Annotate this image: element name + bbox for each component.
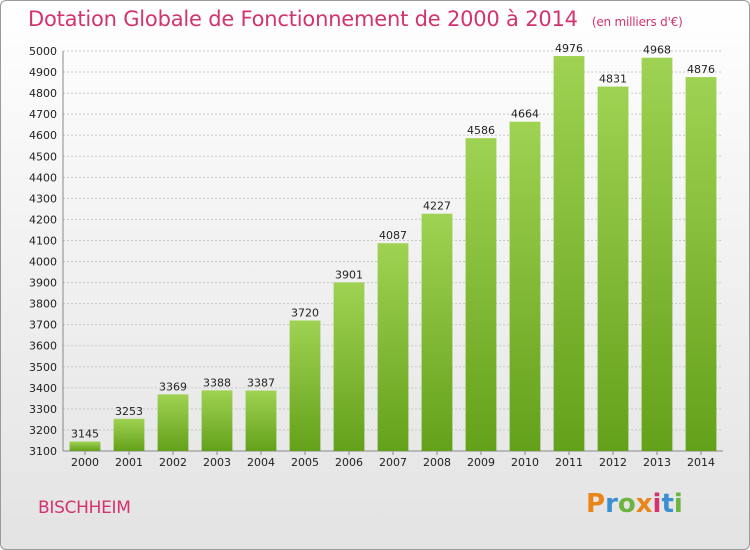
bar-2007 — [377, 243, 409, 451]
value-label-2008: 4227 — [423, 200, 451, 213]
value-label-2002: 3369 — [159, 380, 187, 393]
bar-2010 — [509, 121, 541, 451]
bar-2011 — [553, 56, 585, 451]
y-tick-label: 4100 — [29, 234, 57, 247]
x-tick-label-2000: 2000 — [71, 456, 99, 469]
y-tick-label: 4500 — [29, 150, 57, 163]
x-tick-label-2006: 2006 — [335, 456, 363, 469]
x-tick-label-2007: 2007 — [379, 456, 407, 469]
logo-letter: r — [605, 489, 618, 519]
x-tick-label-2011: 2011 — [555, 456, 583, 469]
x-tick-label-2001: 2001 — [115, 456, 143, 469]
y-tick-label: 4800 — [29, 87, 57, 100]
value-labels: 3145 3253 3369 3388 3387 3720 3901 4087 4227 4586… — [71, 42, 715, 440]
y-tick-label: 3500 — [29, 361, 57, 374]
y-tick-label: 4900 — [29, 66, 57, 79]
bar-2012 — [597, 86, 629, 451]
y-tick-label: 3200 — [29, 424, 57, 437]
chart-title: Dotation Globale de Fonctionnement de 20… — [28, 7, 683, 31]
bar-2009 — [465, 138, 497, 451]
x-tick-label-2009: 2009 — [467, 456, 495, 469]
value-label-2005: 3720 — [291, 306, 319, 319]
y-axis: 3100 3200 3300 3400 3500 3600 3700 3800 3900 4000… — [29, 45, 723, 458]
commune-name: BISCHHEIM — [38, 498, 131, 518]
x-tick-label-2003: 2003 — [203, 456, 231, 469]
value-label-2003: 3388 — [203, 376, 231, 389]
value-label-2004: 3387 — [247, 377, 275, 390]
x-tick-label-2005: 2005 — [291, 456, 319, 469]
bars — [69, 56, 717, 452]
y-tick-label: 3100 — [29, 445, 57, 458]
value-label-2001: 3253 — [115, 405, 143, 418]
value-label-2006: 3901 — [335, 268, 363, 281]
logo-letter: x — [635, 489, 653, 519]
y-tick-label: 4300 — [29, 192, 57, 205]
y-tick-label: 3700 — [29, 319, 57, 332]
logo-letter: o — [617, 489, 636, 519]
proxiti-logo[interactable]: Proxiti — [586, 489, 683, 519]
value-label-2010: 4664 — [511, 108, 539, 121]
value-label-2011: 4976 — [555, 42, 583, 55]
y-tick-label: 4400 — [29, 171, 57, 184]
y-tick-label: 3600 — [29, 340, 57, 353]
bar-2013 — [641, 57, 673, 451]
value-label-2013: 4968 — [643, 44, 671, 57]
y-tick-label: 4000 — [29, 256, 57, 269]
bar-2008 — [421, 213, 453, 451]
logo-letter: t — [661, 489, 674, 519]
bar-2002 — [157, 394, 189, 451]
value-label-2000: 3145 — [71, 428, 99, 441]
chart-subtitle: (en milliers d'€) — [591, 15, 683, 29]
x-axis: 2000 2001 2002 2003 2004 2005 2006 2007 2008 2009… — [71, 451, 715, 469]
y-tick-label: 3300 — [29, 403, 57, 416]
x-tick-label-2002: 2002 — [159, 456, 187, 469]
value-label-2012: 4831 — [599, 73, 627, 86]
y-tick-label: 3400 — [29, 382, 57, 395]
bar-2000 — [69, 441, 101, 451]
y-tick-label: 4700 — [29, 108, 57, 121]
x-tick-label-2008: 2008 — [423, 456, 451, 469]
title-text: Dotation Globale de Fonctionnement de 20… — [28, 7, 578, 31]
bar-2005 — [289, 320, 321, 451]
y-tick-label: 3900 — [29, 277, 57, 290]
y-tick-label: 4600 — [29, 129, 57, 142]
logo-letter: i — [652, 489, 662, 519]
x-tick-label-2012: 2012 — [599, 456, 627, 469]
bar-2001 — [113, 418, 145, 451]
x-tick-label-2004: 2004 — [247, 456, 275, 469]
value-label-2007: 4087 — [379, 229, 407, 242]
x-tick-label-2010: 2010 — [511, 456, 539, 469]
y-tick-label: 4200 — [29, 213, 57, 226]
bar-2003 — [201, 390, 233, 451]
logo-letter: i — [673, 489, 683, 519]
x-tick-label-2014: 2014 — [687, 456, 715, 469]
bar-2014 — [685, 77, 717, 452]
y-tick-label: 3800 — [29, 298, 57, 311]
bar-2004 — [245, 390, 277, 451]
logo-letter: P — [586, 489, 606, 519]
bar-2006 — [333, 282, 365, 451]
value-label-2014: 4876 — [687, 63, 715, 76]
value-label-2009: 4586 — [467, 124, 495, 137]
y-tick-label: 5000 — [29, 45, 57, 58]
x-tick-label-2013: 2013 — [643, 456, 671, 469]
